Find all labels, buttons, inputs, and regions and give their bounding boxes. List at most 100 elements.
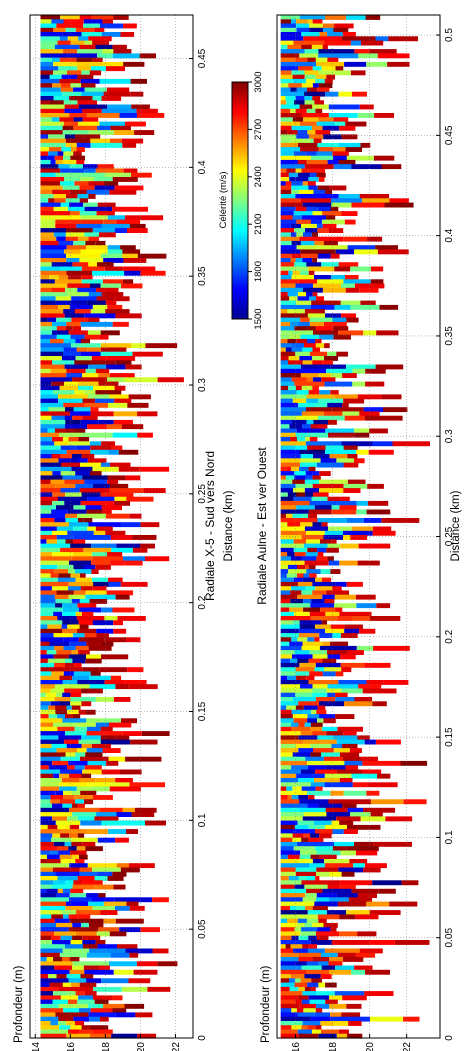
top-plot-cell xyxy=(47,624,62,630)
top-plot-cell xyxy=(88,901,104,907)
top-plot-cell xyxy=(40,125,63,131)
bottom-plot-cell xyxy=(347,650,364,655)
top-plot-cell xyxy=(40,66,59,72)
top-plot-cell xyxy=(68,74,78,80)
bottom-plot-cell xyxy=(304,74,316,80)
bottom-plot-cell xyxy=(280,927,295,933)
top-plot-cell xyxy=(55,705,67,711)
top-plot-cell xyxy=(40,57,52,63)
bottom-plot-cell xyxy=(290,232,297,238)
bottom-plot-cell xyxy=(327,57,339,63)
bottom-plot-cell xyxy=(280,121,300,127)
bottom-plot-cell xyxy=(365,969,390,975)
bottom-plot-cell xyxy=(334,594,356,600)
bottom-plot-cell xyxy=(318,117,334,123)
top-plot-cell xyxy=(69,304,93,310)
bottom-plot-cell xyxy=(280,343,292,349)
top-plot-cell xyxy=(88,645,112,651)
bottom-plot-cell xyxy=(293,496,312,502)
bottom-plot-cell xyxy=(280,19,291,25)
top-plot-cell xyxy=(40,935,52,941)
top-plot-cell xyxy=(115,778,133,783)
bottom-plot-cell xyxy=(344,760,363,766)
bottom-plot-cell xyxy=(312,385,319,391)
bottom-plot-cell xyxy=(324,530,343,536)
bottom-plot-cell xyxy=(300,458,321,464)
top-plot-cell xyxy=(95,722,109,728)
bottom-plot-cell xyxy=(315,876,320,881)
top-plot-cell xyxy=(40,479,51,485)
top-plot-cell xyxy=(40,1012,56,1018)
bottom-plot-cell xyxy=(287,338,297,344)
bottom-plot-cell xyxy=(371,799,404,805)
bottom-plot-cell xyxy=(299,15,326,20)
bottom-plot-cell xyxy=(297,172,311,178)
top-plot-cell xyxy=(80,215,108,221)
bottom-plot-cell xyxy=(312,922,324,928)
top-plot-cell xyxy=(77,999,95,1005)
top-plot-cell xyxy=(40,650,47,655)
bottom-plot-cell xyxy=(280,722,291,728)
top-plot-cell xyxy=(52,867,80,873)
bottom-plot-cell xyxy=(357,893,377,898)
bottom-plot-cell xyxy=(280,944,286,950)
top-plot-cell xyxy=(98,334,109,340)
bottom-plot-cell xyxy=(312,83,319,89)
bottom-plot-cell xyxy=(288,569,307,574)
top-plot-cell xyxy=(40,969,70,975)
bottom-plot-cell xyxy=(341,211,358,216)
top-plot-cell xyxy=(70,573,80,579)
bottom-plot-cell xyxy=(347,824,381,830)
bottom-plot-cell xyxy=(280,304,311,310)
top-plot-cell xyxy=(123,23,137,29)
top-plot-cell xyxy=(40,850,51,856)
top-plot-cell xyxy=(69,560,91,566)
bottom-plot-cell xyxy=(280,522,288,528)
bottom-plot-cell xyxy=(333,147,346,152)
top-plot-cell xyxy=(100,910,118,915)
top-plot-cell xyxy=(101,32,121,37)
bottom-plot-cell xyxy=(292,714,308,719)
bottom-plot-cell xyxy=(305,564,309,570)
top-plot-cell xyxy=(48,662,55,668)
bottom-plot-cell xyxy=(280,637,292,643)
top-plot-cell xyxy=(84,479,108,485)
bottom-plot-cell xyxy=(309,437,318,442)
top-plot-cell xyxy=(107,304,123,310)
top-plot-cell xyxy=(86,654,101,660)
top-plot-cell xyxy=(87,330,101,336)
bottom-plot-cell xyxy=(280,581,298,587)
top-plot-cell xyxy=(52,816,68,822)
bottom-plot-cell xyxy=(309,134,324,140)
bottom-plot-cell xyxy=(306,969,329,975)
top-plot-cell xyxy=(62,718,87,724)
bottom-plot-cell xyxy=(335,714,355,719)
bottom-plot-cell xyxy=(333,846,347,852)
top-plot-cell xyxy=(78,816,95,822)
top-plot-cell xyxy=(65,407,74,413)
bottom-plot-cell xyxy=(296,134,310,140)
top-plot-cell xyxy=(40,978,69,984)
top-plot-cell xyxy=(56,236,66,242)
bottom-plot-cell xyxy=(330,253,340,259)
bottom-plot-cell xyxy=(280,910,308,915)
bottom-plot-cell xyxy=(280,36,304,42)
bottom-plot-cell xyxy=(297,594,323,600)
top-plot-cell xyxy=(71,599,80,604)
bottom-plot-cell xyxy=(314,667,325,673)
top-plot-cell xyxy=(40,500,53,506)
top-plot-cell xyxy=(122,249,140,255)
bottom-plot-cell xyxy=(295,283,313,289)
top-plot-cell xyxy=(77,74,94,80)
top-plot-cell xyxy=(81,70,90,76)
bottom-plot-cell xyxy=(364,662,391,668)
bottom-plot-cell xyxy=(322,287,346,293)
top-plot-cell xyxy=(75,799,84,805)
top-plot-cell xyxy=(70,1025,82,1031)
bottom-plot-cell xyxy=(287,795,292,800)
bottom-plot-cell xyxy=(296,300,312,306)
top-plot-cell xyxy=(64,500,81,506)
top-plot-cell xyxy=(65,905,93,911)
bottom-plot-cell xyxy=(292,697,316,702)
top-plot-cell xyxy=(101,108,137,114)
